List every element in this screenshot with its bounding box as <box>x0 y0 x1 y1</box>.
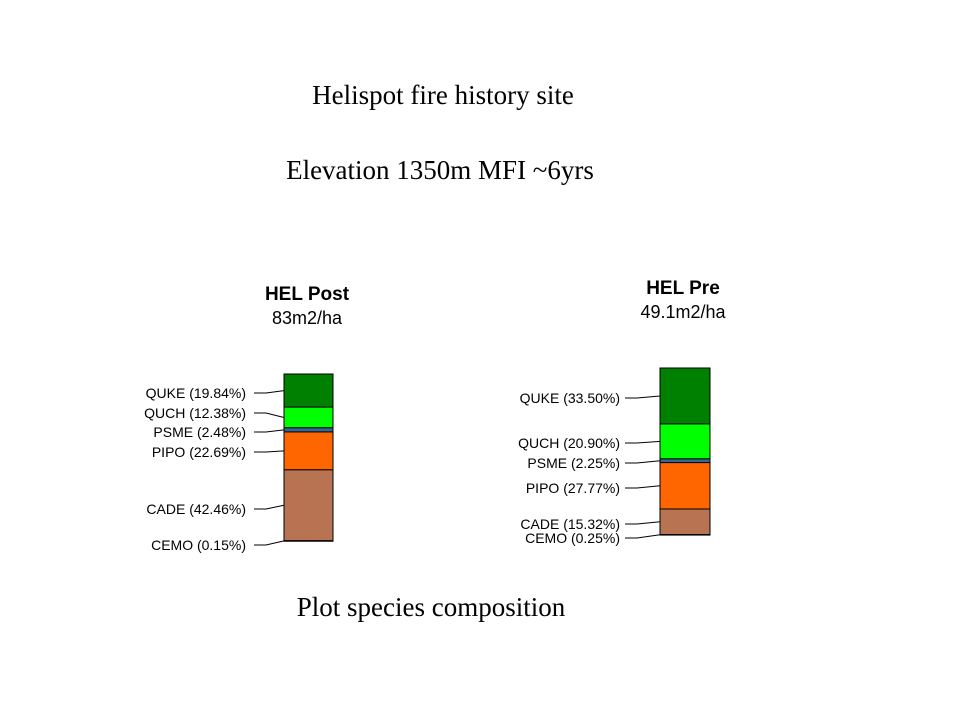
chart-subtitle: 49.1m2/ha <box>640 302 726 322</box>
leader-line <box>625 460 661 464</box>
bar-segment-pipo <box>283 431 334 471</box>
bar-segment-cemo <box>659 534 711 536</box>
segment-label-quke: QUKE (33.50%) <box>520 390 620 406</box>
bar-segment-pipo <box>659 462 711 510</box>
segment-label-cade: CADE (42.46%) <box>146 501 246 517</box>
bar-segment-psme <box>659 458 711 464</box>
leader-line <box>625 534 661 539</box>
segment-label-pipo: PIPO (22.69%) <box>152 444 246 460</box>
chart-hel-post: HEL Post 83m2/ha QUKE (19.84%) QUCH (12.3… <box>144 284 350 553</box>
bar-segment-psme <box>283 427 334 433</box>
segment-label-cemo: CEMO (0.15%) <box>151 537 246 553</box>
slide-subtitle: Elevation 1350m MFI ~6yrs <box>286 155 594 185</box>
slide-title: Helispot fire history site <box>312 80 574 110</box>
bar-segment-quke <box>659 367 711 425</box>
leader-line <box>254 540 285 546</box>
slide-caption: Plot species composition <box>296 592 566 622</box>
bar-segment-quch <box>659 423 711 460</box>
leader-line <box>254 412 285 418</box>
segment-label-cemo: CEMO (0.25%) <box>525 530 620 546</box>
segment-labels-hel-post: QUKE (19.84%) QUCH (12.38%) PSME (2.48%) PI… <box>144 385 285 553</box>
leader-line <box>625 485 661 489</box>
segment-label-psme: PSME (2.48%) <box>153 424 246 440</box>
chart-subtitle: 83m2/ha <box>272 308 343 328</box>
bar-segment-cemo <box>283 540 334 542</box>
bar-segment-cade <box>283 469 334 542</box>
leader-line <box>254 390 285 394</box>
stacked-bar-hel-post <box>283 373 334 542</box>
segment-labels-hel-pre: QUKE (33.50%) QUCH (20.90%) PSME (2.25%) PI… <box>518 390 661 546</box>
leader-line <box>625 395 661 399</box>
segment-label-psme: PSME (2.25%) <box>527 455 620 471</box>
chart-title: HEL Pre <box>646 278 720 299</box>
leader-line <box>625 440 661 444</box>
leader-line <box>254 429 285 433</box>
leader-line <box>254 504 285 510</box>
chart-title: HEL Post <box>265 284 350 305</box>
leader-line <box>254 450 285 453</box>
leader-line <box>625 521 661 525</box>
bar-segment-quch <box>283 406 334 429</box>
segment-label-quke: QUKE (19.84%) <box>146 385 246 401</box>
segment-label-cade: CADE (15.32%) <box>520 516 620 532</box>
stacked-bar-hel-pre <box>659 367 711 536</box>
segment-label-quch: QUCH (12.38%) <box>144 405 246 421</box>
chart-hel-pre: HEL Pre 49.1m2/ha QUKE (33.50%) QUCH (20.… <box>518 278 726 546</box>
segment-label-quch: QUCH (20.90%) <box>518 435 620 451</box>
bar-segment-quke <box>283 373 334 408</box>
segment-label-pipo: PIPO (27.77%) <box>526 480 620 496</box>
bar-segment-cade <box>659 508 711 536</box>
